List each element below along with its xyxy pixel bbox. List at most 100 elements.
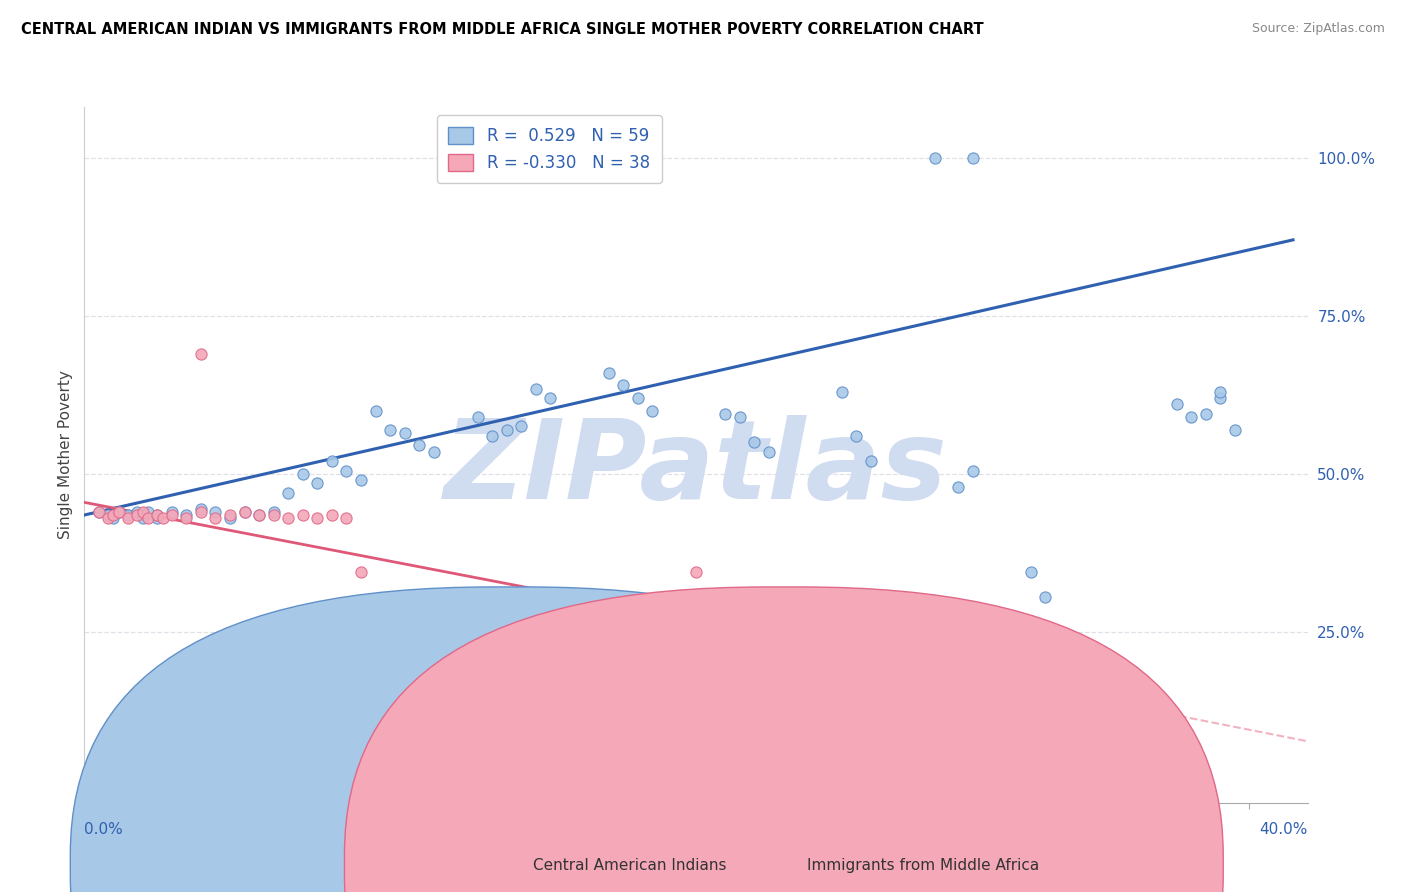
Point [481,657,503,671]
Point [219,511,242,525]
Point [467,409,489,424]
Point [524,382,547,396]
Point [962,151,984,165]
Point [190,347,212,361]
Point [117,508,139,522]
Point [277,486,299,500]
Point [247,508,270,522]
Point [160,505,183,519]
Point [598,366,620,380]
Point [204,505,226,519]
Point [845,429,868,443]
Point [174,508,197,522]
Point [108,505,131,519]
Point [146,508,169,522]
Point [321,454,343,468]
Point [190,505,212,519]
Point [1223,423,1246,437]
Point [1180,409,1202,424]
Point [263,508,285,522]
Point [190,501,212,516]
Point [364,403,387,417]
Point [247,508,270,522]
Point [263,505,285,519]
Point [97,508,120,522]
Point [131,511,153,525]
Text: 40.0%: 40.0% [1260,822,1308,837]
Text: CENTRAL AMERICAN INDIAN VS IMMIGRANTS FROM MIDDLE AFRICA SINGLE MOTHER POVERTY C: CENTRAL AMERICAN INDIAN VS IMMIGRANTS FR… [21,22,984,37]
Point [108,505,131,519]
Point [627,391,650,405]
Point [538,625,561,640]
Point [131,508,153,522]
Point [138,511,160,525]
Point [233,505,256,519]
Point [321,508,343,522]
Point [103,508,125,522]
Point [495,660,517,674]
Point [714,407,737,421]
Point [307,511,329,525]
Point [103,511,125,525]
Point [125,505,148,519]
Point [685,565,707,579]
Point [1209,391,1232,405]
Point [962,464,984,478]
Point [1195,407,1218,421]
Text: Central American Indians: Central American Indians [533,858,727,872]
Point [233,505,256,519]
Point [125,508,148,522]
Point [394,603,416,617]
Point [138,505,160,519]
Point [859,454,882,468]
Point [831,384,853,399]
Text: ZIPatlas: ZIPatlas [444,416,948,523]
Point [364,593,387,607]
Point [946,479,969,493]
Point [495,423,517,437]
Point [1019,565,1042,579]
Point [160,508,183,522]
Point [380,423,402,437]
Point [612,657,634,671]
Point [641,403,664,417]
Point [335,464,357,478]
Point [612,378,634,392]
Point [481,429,503,443]
Point [423,444,446,458]
Text: 0.0%: 0.0% [84,822,124,837]
Point [627,660,650,674]
Point [117,511,139,525]
Point [97,511,120,525]
Point [277,511,299,525]
Point [87,505,110,519]
Point [524,625,547,640]
Point [146,508,169,522]
Point [408,438,430,452]
Point [758,444,780,458]
Point [350,565,373,579]
Point [291,467,314,481]
Point [1166,397,1188,411]
Point [152,511,174,525]
Text: Source: ZipAtlas.com: Source: ZipAtlas.com [1251,22,1385,36]
Point [307,476,329,491]
Point [350,473,373,487]
Point [742,435,765,450]
Point [538,391,561,405]
Point [131,505,153,519]
Point [204,511,226,525]
Point [437,628,460,642]
Point [291,508,314,522]
Text: Immigrants from Middle Africa: Immigrants from Middle Africa [807,858,1039,872]
Legend: R =  0.529   N = 59, R = -0.330   N = 38: R = 0.529 N = 59, R = -0.330 N = 38 [437,115,662,184]
Point [87,505,110,519]
Point [1035,591,1057,605]
Point [146,511,169,525]
Point [174,511,197,525]
Point [554,657,576,671]
Point [219,508,242,522]
Point [510,419,533,434]
Point [380,597,402,611]
Point [924,151,946,165]
